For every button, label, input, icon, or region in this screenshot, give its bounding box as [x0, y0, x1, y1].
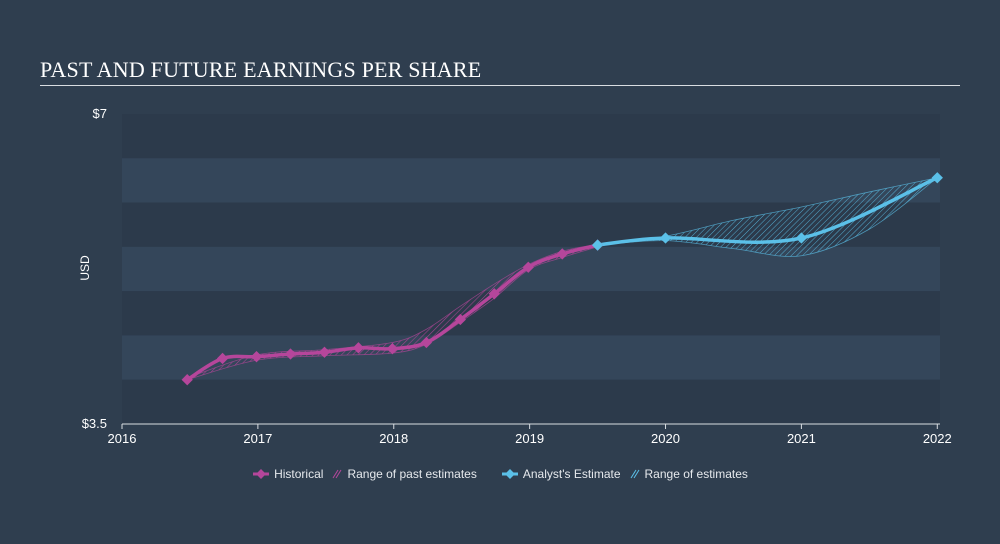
future-range-swatch-icon	[630, 469, 639, 479]
grid-band	[122, 379, 940, 424]
legend-future-range[interactable]: Range of estimates	[629, 467, 748, 481]
historical-point[interactable]	[420, 336, 433, 349]
historical-point[interactable]	[454, 313, 466, 326]
historical-point[interactable]	[216, 352, 229, 365]
grid-band	[122, 291, 940, 336]
x-tick-label: 2016	[108, 431, 137, 446]
historical-point[interactable]	[386, 343, 399, 355]
historical-point[interactable]	[352, 342, 365, 354]
y-tick-label: $3.5	[82, 416, 107, 431]
legend-estimate[interactable]: Analyst's Estimate	[501, 467, 621, 481]
estimate-swatch-icon	[501, 469, 518, 479]
estimate-point[interactable]	[931, 172, 943, 184]
estimate-point[interactable]	[795, 232, 808, 244]
historical-point[interactable]	[522, 261, 534, 273]
historical-swatch-icon	[253, 469, 270, 479]
title-divider	[40, 85, 960, 86]
axis-labels: 2016 2017 2018 2019 2020 2021 2022 $7 $3.5 USD	[78, 106, 952, 446]
x-tick-label: 2021	[787, 431, 816, 446]
estimate-point[interactable]	[659, 232, 672, 244]
x-tick-label: 2020	[651, 431, 680, 446]
x-tick-label: 2022	[923, 431, 952, 446]
historical-point[interactable]	[284, 348, 297, 360]
estimate-line	[595, 176, 940, 247]
x-tick-label: 2018	[379, 431, 408, 446]
historical-point[interactable]	[318, 346, 331, 358]
x-axis	[121, 423, 940, 429]
x-tick-label: 2017	[243, 431, 272, 446]
historical-point[interactable]	[556, 248, 568, 260]
y-axis-label: USD	[78, 255, 92, 281]
legend-historical[interactable]: Historical	[252, 467, 323, 481]
page-title: PAST AND FUTURE EARNINGS PER SHARE	[40, 57, 482, 82]
legend-future-range-label: Range of estimates	[644, 467, 748, 481]
legend-past-range-label: Range of past estimates	[347, 467, 477, 481]
legend: Historical Range of past estimates Analy…	[0, 467, 1000, 481]
historical-point[interactable]	[250, 351, 263, 363]
legend-estimate-label: Analyst's Estimate	[522, 467, 621, 481]
past-range-swatch-icon	[333, 469, 342, 479]
grid-band	[122, 114, 940, 159]
series-markers	[181, 172, 943, 386]
grid-band	[122, 158, 940, 203]
historical-point[interactable]	[488, 288, 500, 300]
legend-historical-label: Historical	[274, 467, 324, 481]
x-tick-label: 2019	[515, 431, 544, 446]
y-tick-label: $7	[93, 106, 107, 121]
eps-chart: 2016 2017 2018 2019 2020 2021 2022 $7 $3.5 USD	[78, 106, 952, 446]
legend-past-range[interactable]: Range of past estimates	[331, 467, 477, 481]
historical-point[interactable]	[181, 374, 193, 386]
estimate-point[interactable]	[591, 239, 604, 251]
